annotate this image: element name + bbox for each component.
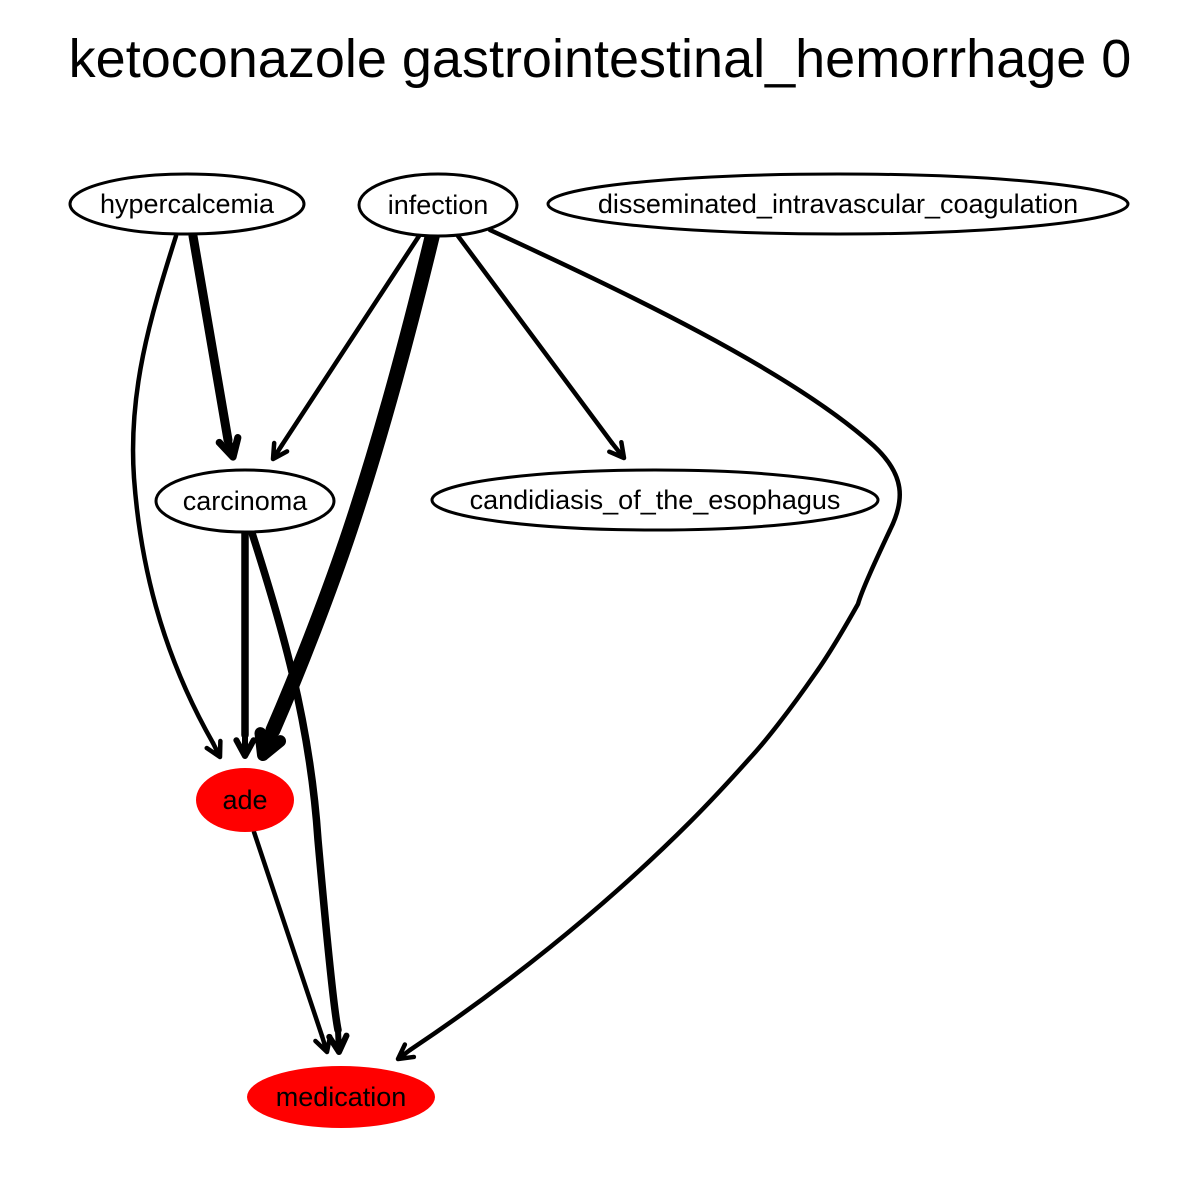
edge-carcinoma-to-medication	[248, 529, 350, 1055]
edge-infection-to-candidiasis_of_the_esophagus	[455, 233, 627, 461]
arrowhead	[204, 738, 223, 760]
nodes-layer: hypercalcemia infection disseminated_intra…	[68, 172, 1130, 1128]
node-carcinoma: carcinoma	[154, 468, 336, 534]
edge-line	[251, 829, 325, 1039]
node-label: medication	[276, 1082, 407, 1112]
node-ade: ade	[196, 768, 294, 832]
edges-layer	[130, 225, 902, 1062]
node-infection: infection	[357, 172, 519, 238]
edge-infection-to-carcinoma	[270, 233, 422, 462]
arrowhead	[254, 724, 287, 761]
node-ellipse	[247, 1066, 435, 1128]
edge-carcinoma-to-ade	[233, 529, 257, 759]
node-label: candidiasis_of_the_esophagus	[470, 485, 841, 515]
node-label: infection	[388, 190, 489, 220]
arrowhead	[395, 1042, 417, 1062]
edge-infection-to-ade	[254, 225, 441, 761]
edge-line	[130, 233, 216, 746]
node-ellipse	[357, 172, 519, 238]
edge-line	[265, 225, 441, 738]
node-ellipse	[430, 468, 880, 532]
node-label: ade	[222, 785, 267, 815]
arrowhead	[607, 439, 627, 461]
node-ellipse	[196, 768, 294, 832]
edge-infection-to-medication	[395, 227, 902, 1062]
arrowhead	[326, 1027, 350, 1055]
node-disseminated-intravascular-coagulation: disseminated_intravascular_coagulation	[546, 172, 1130, 236]
node-label: disseminated_intravascular_coagulation	[598, 189, 1078, 219]
node-medication: medication	[247, 1066, 435, 1128]
edge-ade-to-medication	[251, 829, 333, 1055]
arrowhead	[233, 732, 257, 759]
node-ellipse	[546, 172, 1130, 236]
node-hypercalcemia: hypercalcemia	[68, 172, 306, 236]
node-ellipse	[154, 468, 336, 534]
arrowhead	[215, 433, 242, 461]
page-title: ketoconazole gastrointestinal_hemorrhage…	[68, 29, 1132, 89]
edge-hypercalcemia-to-ade	[130, 233, 223, 760]
arrowhead	[270, 440, 290, 462]
node-label: hypercalcemia	[100, 189, 275, 219]
edge-line	[279, 233, 422, 448]
node-label: carcinoma	[183, 486, 309, 516]
edge-line	[188, 231, 233, 445]
edge-hypercalcemia-to-carcinoma	[188, 231, 242, 461]
node-ellipse	[68, 172, 306, 236]
edge-line	[248, 529, 342, 1034]
edge-line	[407, 227, 902, 1053]
arrowhead	[313, 1033, 333, 1055]
edge-line	[455, 233, 615, 446]
node-candidiasis-of-the-esophagus: candidiasis_of_the_esophagus	[430, 468, 880, 532]
